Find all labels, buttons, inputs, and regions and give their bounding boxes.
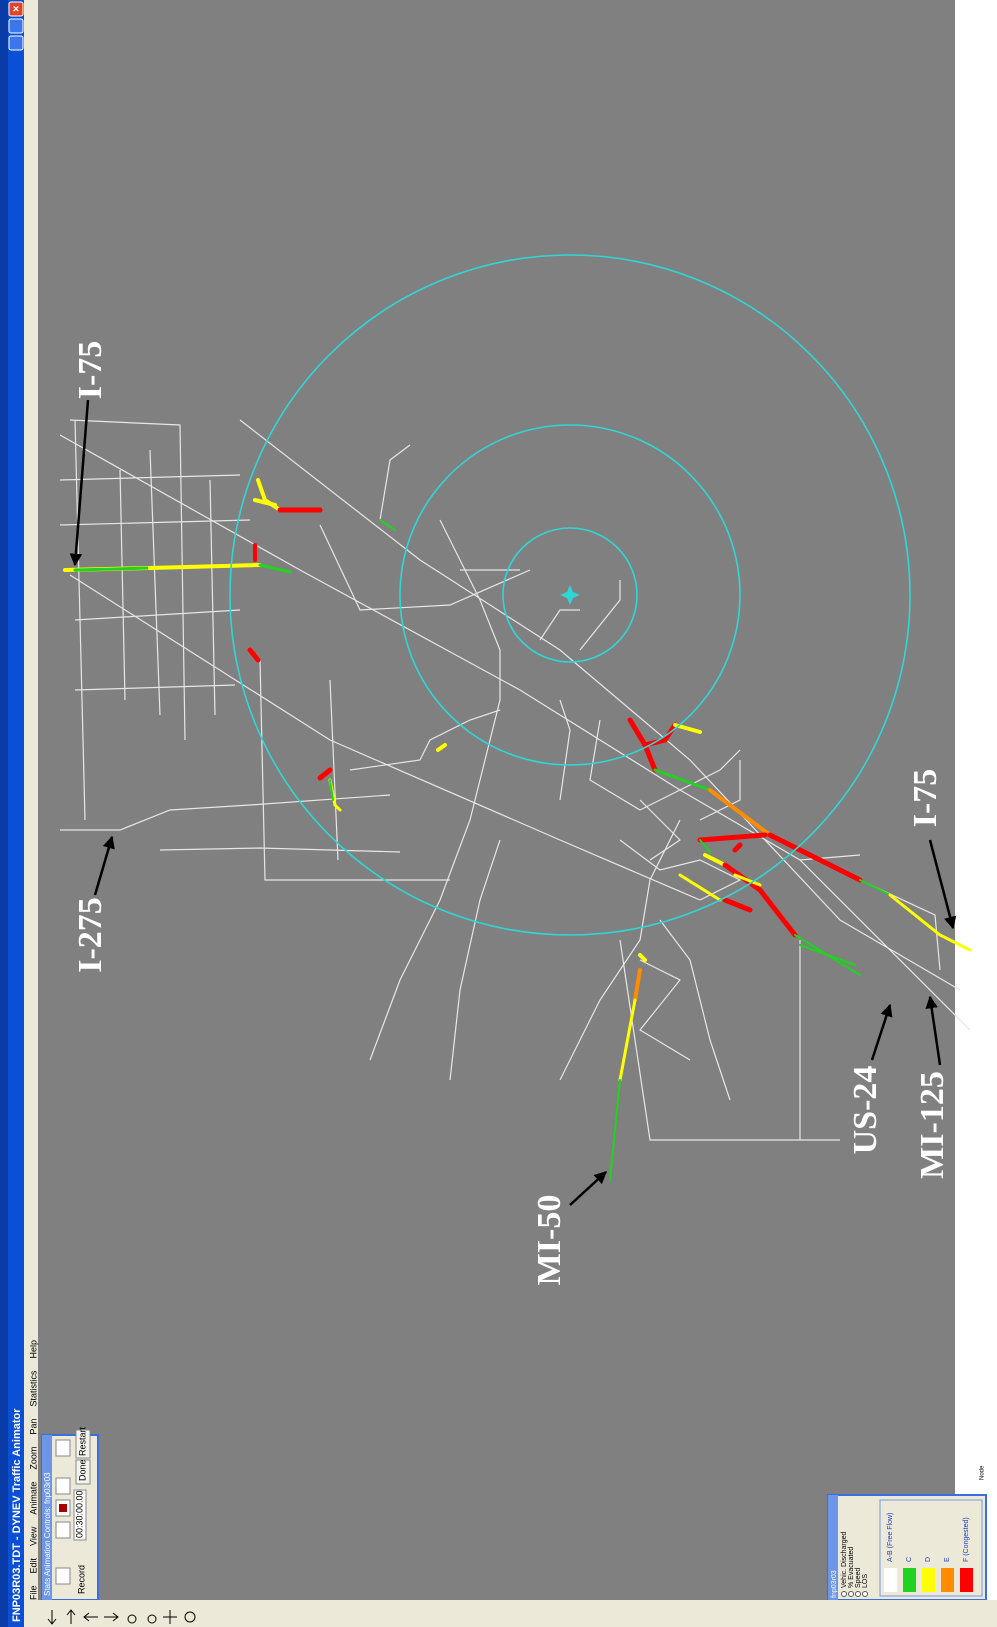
button[interactable] <box>55 1521 71 1539</box>
menu-item[interactable]: Statistics <box>28 1370 38 1407</box>
highway-label: I-275 <box>72 897 109 973</box>
restart-label: Restart <box>77 1426 87 1456</box>
restore-button[interactable] <box>8 18 24 34</box>
tool-pan[interactable] <box>163 1610 177 1624</box>
arrow <box>925 995 942 1066</box>
highway-label: I-75 <box>72 341 109 400</box>
toolbar <box>38 1600 997 1627</box>
legend-header <box>828 1495 838 1600</box>
time: 00:30:00.00 <box>74 1490 84 1538</box>
highway-label: MI-50 <box>531 1195 568 1286</box>
close-button[interactable] <box>8 1 24 17</box>
button[interactable] <box>55 1477 71 1495</box>
radio[interactable] <box>841 1591 847 1597</box>
arrow <box>870 1003 893 1061</box>
radio[interactable] <box>855 1591 861 1597</box>
tool-up[interactable] <box>66 1609 76 1624</box>
controls-title: Stats Animation Controls: fnp03r03 <box>43 1472 52 1596</box>
legend-item: A-B (Free Flow) <box>887 1513 894 1562</box>
button[interactable] <box>55 1567 71 1585</box>
time-field[interactable] <box>73 1489 87 1541</box>
radio[interactable] <box>862 1591 868 1597</box>
window-frame <box>0 0 8 1627</box>
legend-options: Vehic. Discharged% Evacuated Speed LOS <box>841 1531 869 1597</box>
restart-button[interactable] <box>75 1429 91 1459</box>
plant-site <box>560 585 580 605</box>
legend-swatch <box>941 1568 954 1592</box>
legend-swatch <box>922 1568 935 1592</box>
map-edge <box>955 0 997 1600</box>
legend-box <box>879 1499 983 1597</box>
ring-10mi <box>229 254 911 936</box>
arrow <box>928 839 957 930</box>
status: Node <box>980 1465 986 1480</box>
highway-label: I-75 <box>907 769 944 828</box>
menu-item[interactable]: Pan <box>28 1419 38 1435</box>
legend-swatch <box>884 1568 897 1592</box>
tool-down[interactable] <box>47 1610 57 1625</box>
legend-item: D <box>925 1557 932 1562</box>
arrow <box>569 1171 607 1206</box>
legend-item: F (Congested) <box>963 1517 970 1562</box>
tool-zoom-in[interactable] <box>127 1614 137 1624</box>
map-area[interactable] <box>38 0 997 1600</box>
menu-bar <box>24 0 38 1627</box>
menu-item[interactable]: Zoom <box>28 1447 38 1470</box>
legend-item: E <box>944 1557 951 1562</box>
legend-title: fnp03r03 <box>831 1570 838 1598</box>
ring-2mi <box>502 527 638 663</box>
title-bar <box>8 0 24 1627</box>
menu-item[interactable]: Help <box>28 1340 38 1359</box>
menu-item[interactable]: Edit <box>28 1557 38 1573</box>
done-label: Done <box>77 1459 87 1481</box>
toolbar-icons <box>47 1609 196 1625</box>
legend-option: Vehic. Discharged <box>841 1531 848 1588</box>
stop-icon <box>59 1504 67 1512</box>
radio[interactable] <box>848 1591 854 1597</box>
menu-item[interactable]: Animate <box>28 1482 38 1515</box>
legend-item: C <box>906 1557 913 1562</box>
close-icon: × <box>13 3 19 15</box>
tool-zoom-out[interactable] <box>147 1614 157 1624</box>
menu-item[interactable]: View <box>28 1526 38 1546</box>
window-title: FNP03R03.TDT - DYNEV Traffic Animator <box>11 1408 23 1622</box>
los-links <box>63 478 972 1181</box>
highway-label: MI-125 <box>914 1071 951 1179</box>
button[interactable] <box>55 1439 71 1457</box>
tool-left[interactable] <box>83 1612 98 1622</box>
done-button[interactable] <box>75 1459 91 1485</box>
menu-item[interactable]: File <box>28 1585 38 1600</box>
ring-5mi <box>399 424 741 766</box>
highway-label: US-24 <box>847 1066 884 1155</box>
legend-swatch <box>960 1568 973 1592</box>
tool-center[interactable] <box>184 1611 196 1623</box>
legend-option: % Evacuated <box>848 1547 855 1588</box>
record-checkbox[interactable]: Record <box>76 1565 86 1594</box>
minimize-button[interactable] <box>8 35 24 51</box>
menu: File Edit View Animate Zoom Pan Statistics Help <box>28 1340 38 1600</box>
tool-right[interactable] <box>104 1612 119 1622</box>
controls-header <box>42 1435 52 1600</box>
legend-option: LOS <box>862 1574 869 1588</box>
arrow <box>93 835 115 896</box>
legend-option: Speed <box>855 1568 862 1588</box>
legend-swatch <box>903 1568 916 1592</box>
legend-items: A-B (Free Flow) C D E F (Congested) <box>884 1513 973 1592</box>
arrow <box>69 399 90 567</box>
road-network <box>59 419 971 1141</box>
